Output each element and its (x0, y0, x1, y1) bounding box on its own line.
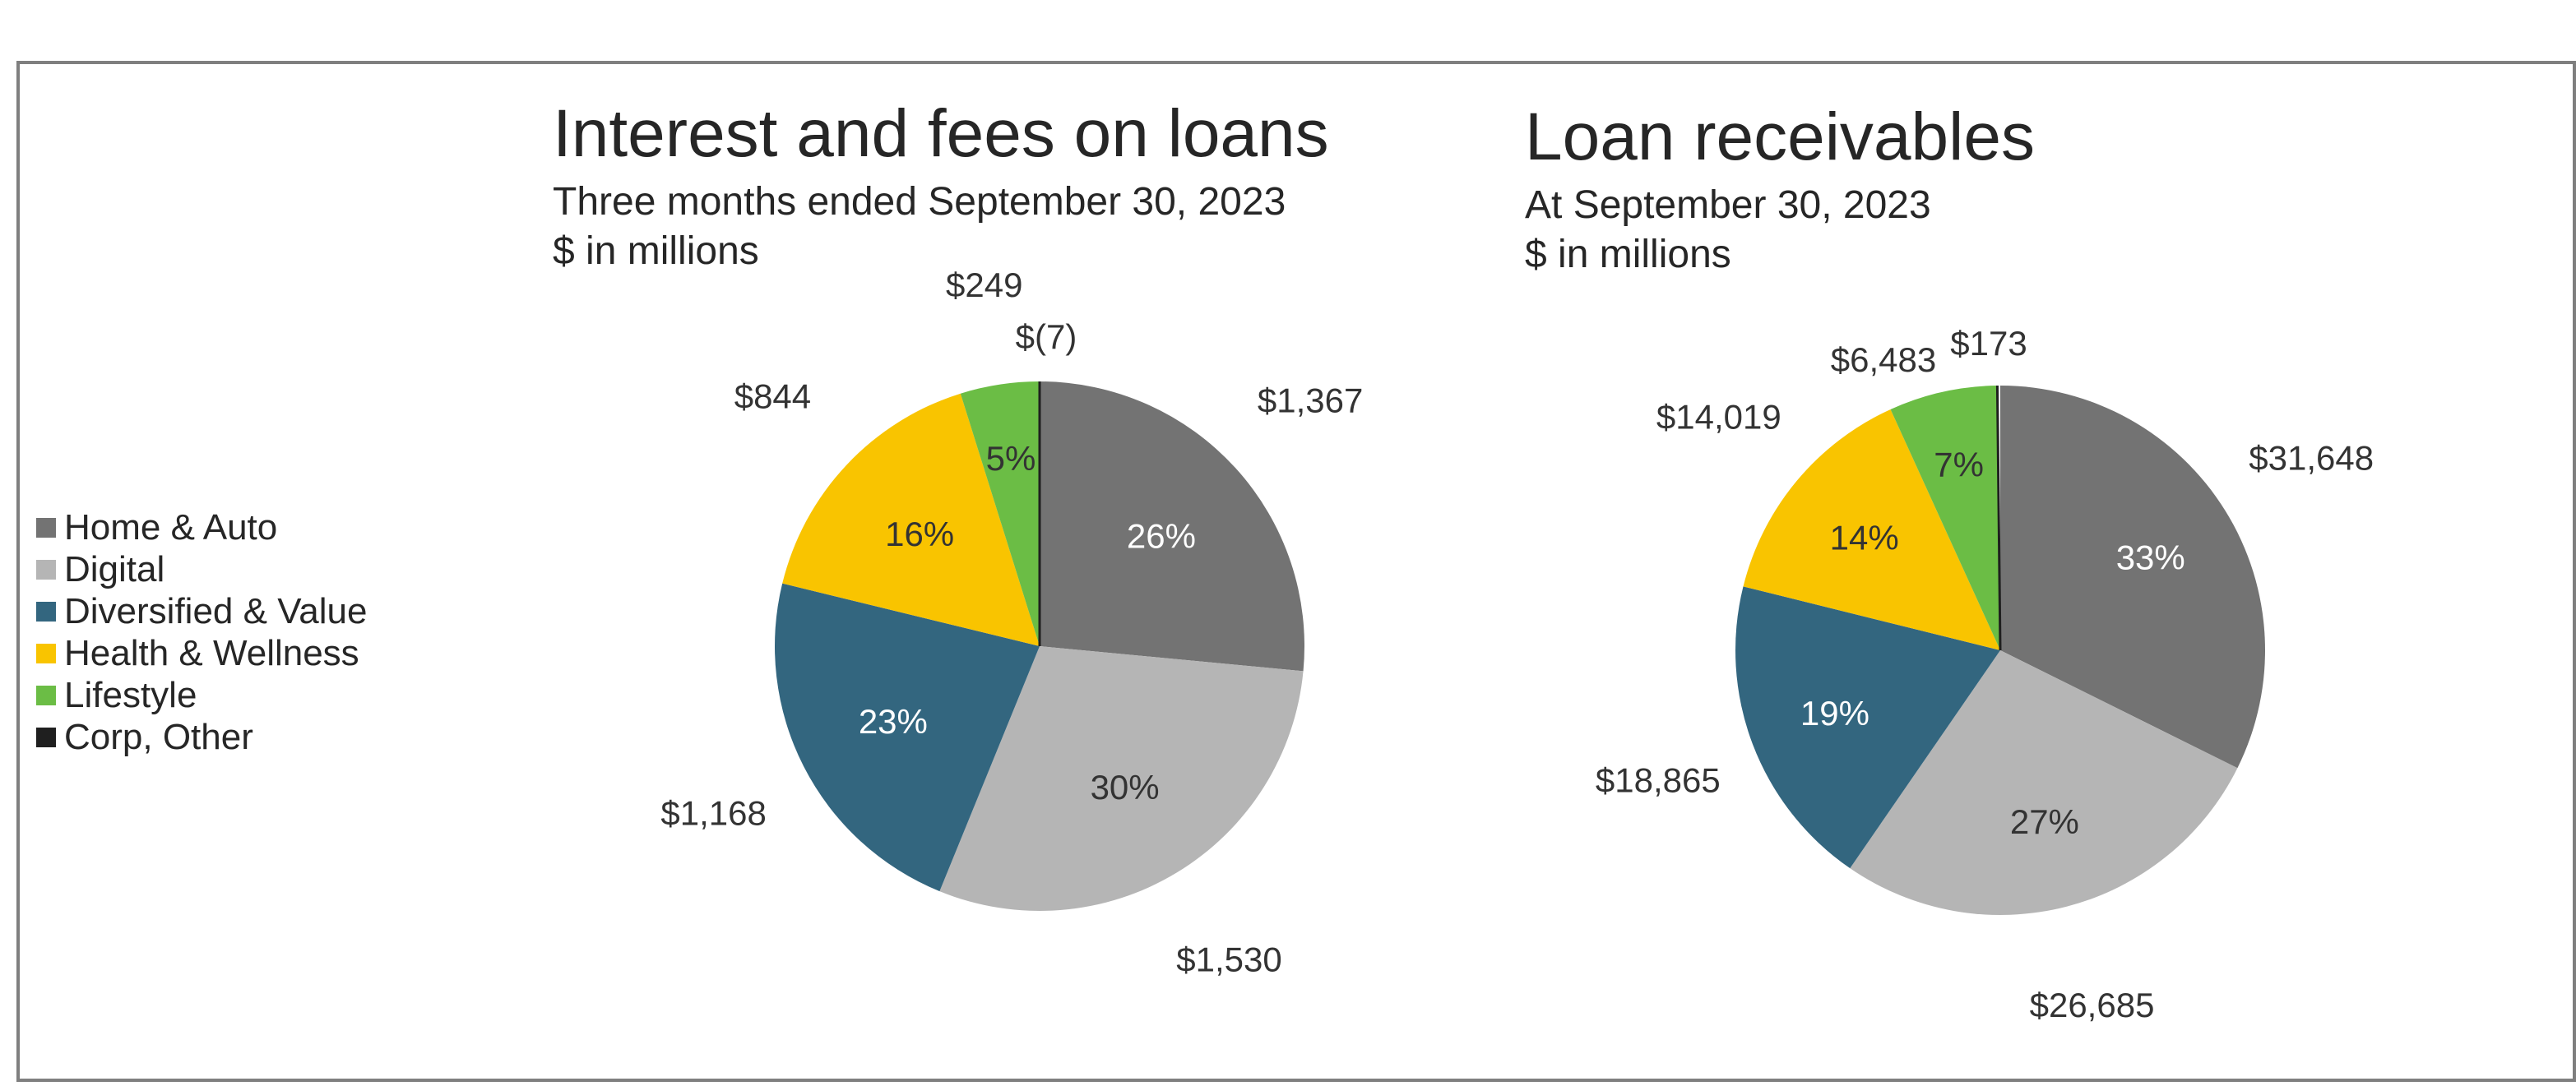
pie-percent-label: 16% (885, 515, 954, 553)
pie-percent-label: 30% (1091, 768, 1160, 806)
chart-1-unit: $ in millions (553, 229, 759, 273)
pie-value-label: $173 (1950, 324, 2027, 363)
pie-slice (1850, 650, 2238, 915)
pie-slice (939, 646, 1304, 911)
pie-value-label: $26,685 (2030, 986, 2155, 1024)
pie-value-label: $249 (946, 266, 1022, 304)
legend-item: Diversified & Value (36, 590, 367, 632)
legend-label: Health & Wellness (64, 632, 359, 673)
chart-2-subtitle: At September 30, 2023 (1525, 183, 1931, 227)
legend-swatch (36, 685, 56, 705)
legend-swatch (36, 727, 56, 747)
pie-slice (2000, 386, 2266, 769)
pie-percent-label: 23% (859, 702, 928, 741)
pie-slice (1735, 586, 2000, 869)
pie-value-label: $14,019 (1656, 398, 1781, 437)
legend-label: Home & Auto (64, 506, 278, 548)
chart-1-subtitle: Three months ended September 30, 2023 (553, 180, 1286, 224)
legend-swatch (36, 559, 56, 580)
legend-label: Digital (64, 548, 165, 589)
pie-slice (1040, 381, 1304, 672)
pie-percent-label: 5% (986, 439, 1036, 478)
legend-swatch (36, 517, 56, 538)
chart-frame (16, 61, 2576, 1082)
pie-value-label: $1,367 (1258, 381, 1363, 420)
pie-slice (782, 393, 1040, 646)
pie-slice (1890, 386, 2000, 650)
pie-slice (1995, 386, 2002, 651)
pie-slice (1743, 409, 2000, 650)
pie-value-label: $1,530 (1176, 940, 1281, 979)
legend-item: Home & Auto (36, 506, 367, 548)
pie-value-label: $18,865 (1596, 761, 1721, 800)
legend-swatch (36, 601, 56, 622)
chart-2-unit: $ in millions (1525, 233, 1731, 276)
pie-percent-label: 14% (1830, 519, 1899, 557)
legend-label: Diversified & Value (64, 590, 368, 631)
chart-1-header: Interest and fees on loans Three months … (553, 100, 1329, 271)
legend-label: Lifestyle (64, 674, 197, 715)
legend: Home & Auto Digital Diversified & Value … (36, 506, 367, 758)
chart-2-title: Loan receivables (1525, 99, 2035, 174)
legend-item: Digital (36, 548, 367, 590)
legend-item: Corp, Other (36, 716, 367, 758)
pie-percent-label: 26% (1127, 516, 1196, 555)
pie-value-label: $844 (734, 377, 811, 416)
pie-value-label: $1,168 (660, 793, 766, 832)
pie-percent-label: 7% (1934, 446, 1984, 484)
pie-slice (960, 381, 1040, 646)
chart-1-title: Interest and fees on loans (553, 96, 1329, 171)
pie-value-label: $6,483 (1831, 340, 1936, 379)
legend-swatch (36, 643, 56, 663)
legend-item: Lifestyle (36, 674, 367, 716)
pie-percent-label: 33% (2116, 538, 2185, 577)
chart-2-header: Loan receivables At September 30, 2023 $… (1525, 104, 2035, 275)
legend-item: Health & Wellness (36, 632, 367, 674)
pie-percent-label: 27% (2010, 802, 2079, 841)
pie-slice (775, 583, 1040, 892)
legend-label: Corp, Other (64, 716, 253, 757)
pie-percent-label: 19% (1800, 694, 1869, 732)
pie-value-label: $31,648 (2249, 439, 2374, 478)
pie-value-label: $(7) (1016, 317, 1077, 356)
